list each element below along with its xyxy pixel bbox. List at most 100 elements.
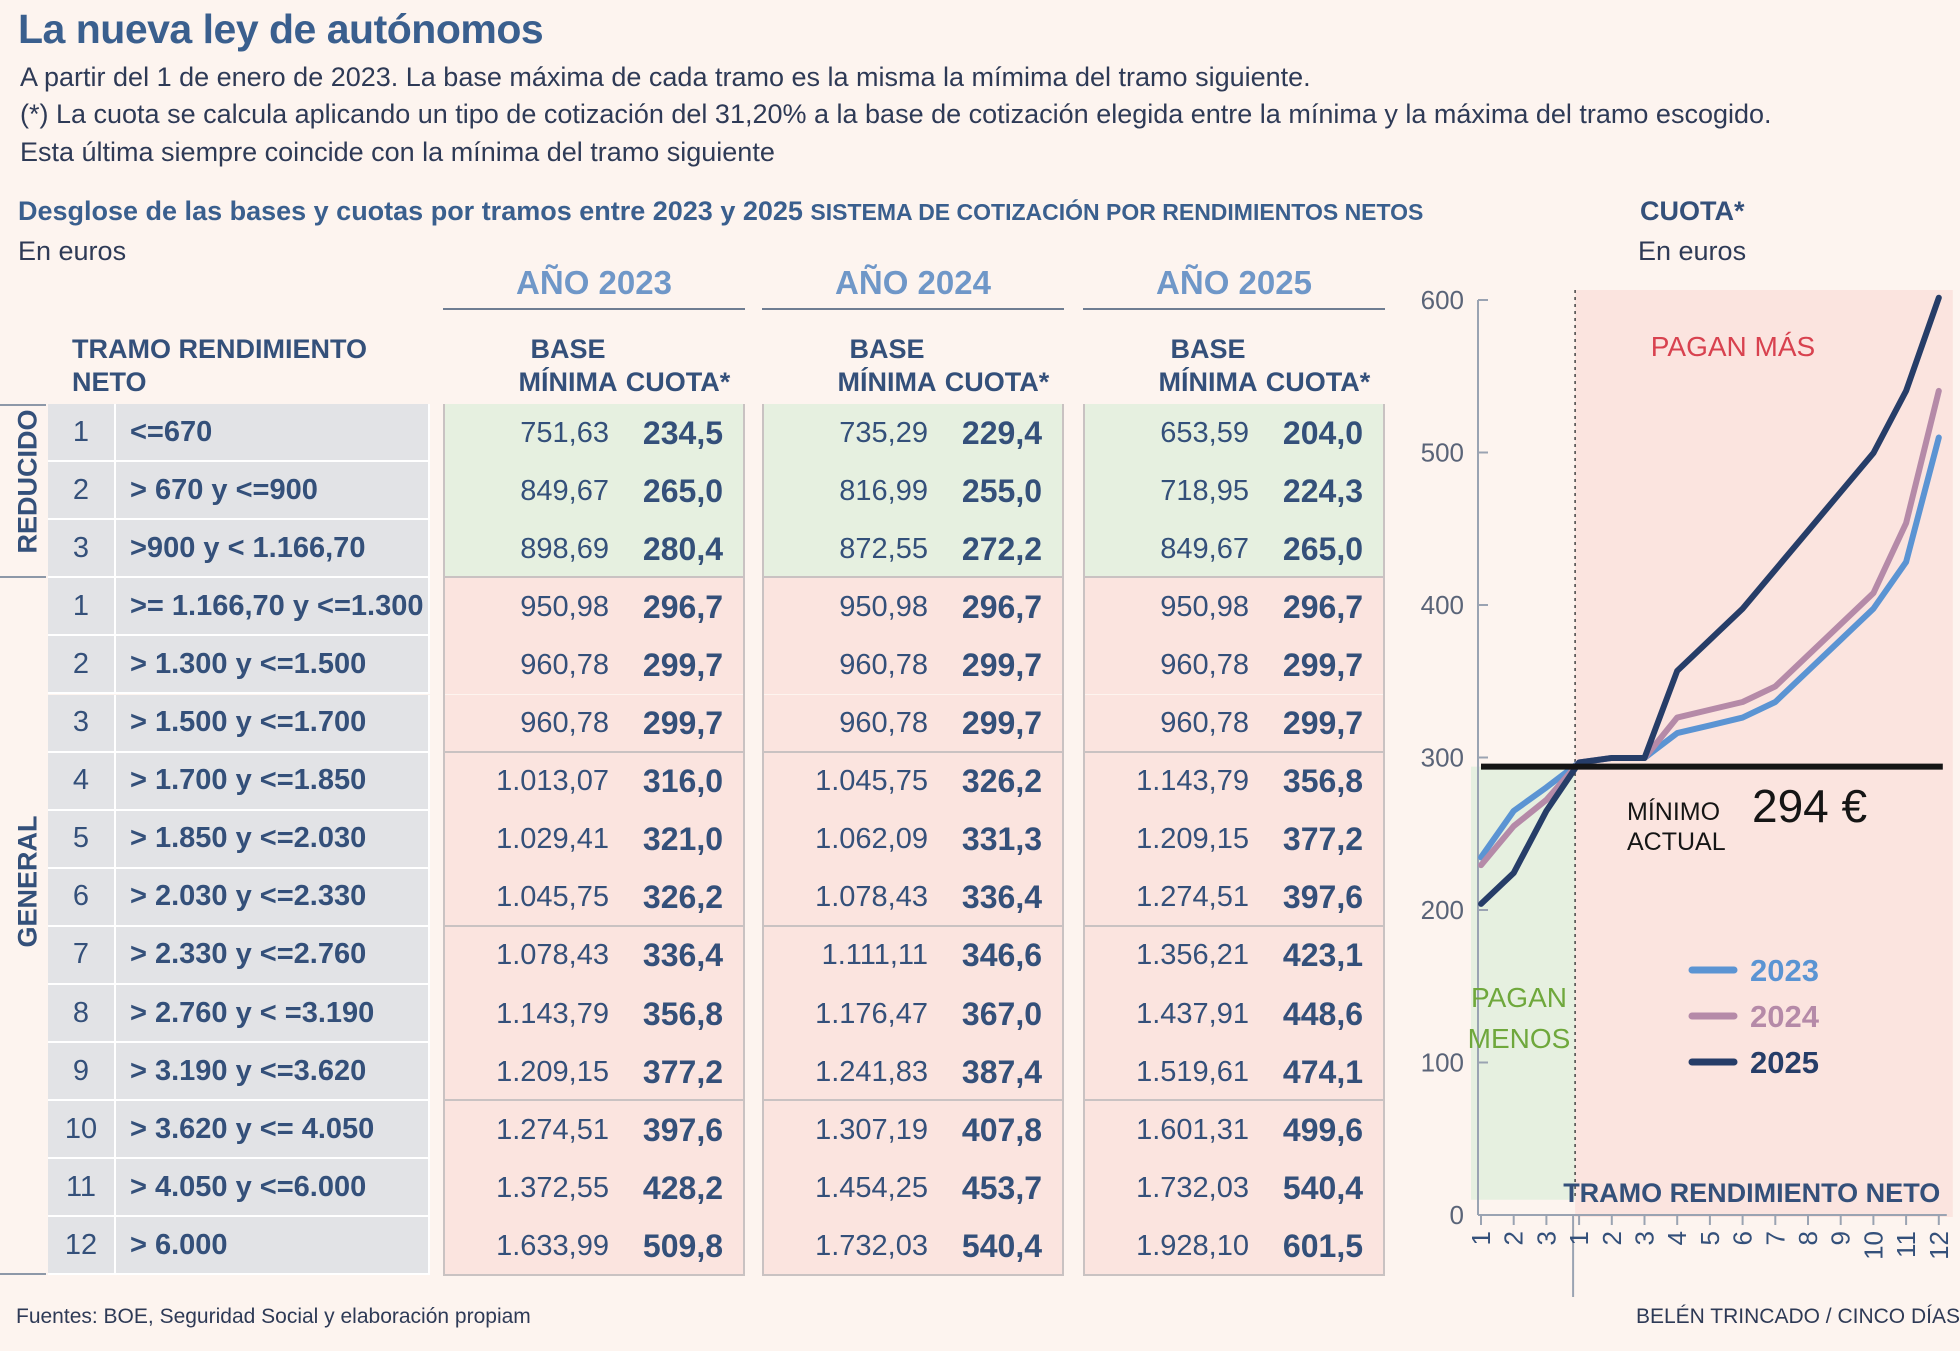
series-line-2024 bbox=[1478, 387, 1942, 869]
cuota-value: 255,0 bbox=[961, 472, 1042, 509]
cuota-value: 540,4 bbox=[961, 1227, 1042, 1264]
cuota-value: 346,6 bbox=[961, 937, 1042, 974]
cuota-value: 356,8 bbox=[642, 995, 723, 1032]
pagan-mas-region bbox=[1575, 290, 1953, 1217]
cuota-value: 331,3 bbox=[961, 821, 1042, 858]
base-minima-value: 1.519,61 bbox=[1136, 1055, 1249, 1088]
page-title: La nueva ley de autónomos bbox=[18, 6, 544, 52]
tramo-label: > 2.030 y <=2.330 bbox=[116, 868, 430, 927]
base-header-line-1: BASE bbox=[530, 334, 606, 364]
x-tick-label: 12 bbox=[1924, 1231, 1954, 1260]
cuota-value: 299,7 bbox=[961, 705, 1042, 742]
table-heading: Desglose de las bases y cuotas por tramo… bbox=[18, 196, 1423, 227]
cuota-value: 336,4 bbox=[642, 937, 723, 974]
base-minima-value: 1.372,55 bbox=[496, 1171, 609, 1204]
tramo-number: 1 bbox=[48, 404, 116, 463]
cuota-value: 234,5 bbox=[642, 414, 723, 451]
year-cell-bg bbox=[762, 1159, 1064, 1218]
x-tick-label: 8 bbox=[1793, 1231, 1823, 1245]
year-cell-bg bbox=[1083, 520, 1385, 579]
y-tick-label: 0 bbox=[1450, 1200, 1464, 1230]
year-cell-bg bbox=[762, 1217, 1064, 1276]
x-tick-label: 11 bbox=[1891, 1231, 1921, 1258]
cuota-value: 272,2 bbox=[961, 530, 1042, 567]
chart-unit: En euros bbox=[1638, 236, 1747, 266]
base-minima-value: 950,98 bbox=[520, 590, 609, 623]
year-header-rule bbox=[762, 308, 1064, 310]
footer-sources: Fuentes: BOE, Seguridad Social y elabora… bbox=[16, 1305, 531, 1328]
cuota-value: 204,0 bbox=[1282, 414, 1363, 451]
base-minima-value: 1.062,09 bbox=[815, 823, 928, 856]
base-header-line-2: MÍNIMA bbox=[1158, 367, 1258, 397]
year-cell-bg bbox=[443, 810, 745, 869]
cuota-value: 299,7 bbox=[1282, 705, 1363, 742]
base-minima-value: 1.274,51 bbox=[1136, 881, 1249, 914]
x-tick-label: 9 bbox=[1826, 1231, 1856, 1245]
base-minima-value: 1.029,41 bbox=[496, 823, 609, 856]
tramo-number: 1 bbox=[48, 578, 116, 637]
cuota-value: 423,1 bbox=[1282, 937, 1363, 974]
year-cell-bg bbox=[762, 1043, 1064, 1102]
tramo-label: <=670 bbox=[116, 404, 430, 463]
base-minima-value: 653,59 bbox=[1160, 416, 1249, 449]
cuota-value: 296,7 bbox=[642, 588, 723, 625]
group-bracket-reducido bbox=[0, 404, 46, 579]
year-cell-bg bbox=[762, 810, 1064, 869]
year-cell-bg bbox=[443, 752, 745, 811]
cuota-value: 367,0 bbox=[961, 995, 1042, 1032]
x-tick-label: 4 bbox=[1662, 1231, 1692, 1245]
legend-label-2023: 2023 bbox=[1750, 953, 1819, 988]
base-minima-value: 718,95 bbox=[1160, 474, 1249, 507]
year-cell-bg bbox=[443, 462, 745, 521]
tramo-label: > 2.760 y < =3.190 bbox=[116, 985, 430, 1044]
year-cell-bg bbox=[443, 985, 745, 1044]
pagan-menos-label-1: PAGAN bbox=[1471, 982, 1567, 1013]
cuota-value: 540,4 bbox=[1282, 1169, 1363, 1206]
base-minima-value: 950,98 bbox=[839, 590, 928, 623]
tramo-label: > 3.190 y <=3.620 bbox=[116, 1043, 430, 1102]
y-tick-label: 500 bbox=[1421, 438, 1464, 468]
cuota-value: 321,0 bbox=[642, 821, 723, 858]
tramo-label: > 1.500 y <=1.700 bbox=[116, 694, 430, 753]
y-tick-label: 400 bbox=[1421, 590, 1464, 620]
year-cell-bg bbox=[762, 462, 1064, 521]
cuota-value: 299,7 bbox=[961, 646, 1042, 683]
tramo-label: > 4.050 y <=6.000 bbox=[116, 1159, 430, 1218]
year-cell-bg bbox=[443, 520, 745, 579]
base-minima-value: 960,78 bbox=[520, 648, 609, 681]
base-minima-value: 849,67 bbox=[520, 474, 609, 507]
base-minima-value: 872,55 bbox=[839, 532, 928, 565]
x-tick-label: 1 bbox=[1466, 1231, 1496, 1245]
cuota-value: 509,8 bbox=[642, 1227, 723, 1264]
year-cell-bg bbox=[443, 1217, 745, 1276]
year-cell-bg bbox=[1083, 1217, 1385, 1276]
year-cell-bg bbox=[1083, 985, 1385, 1044]
x-tick-label: 5 bbox=[1695, 1231, 1725, 1245]
tramo-header-line-1: TRAMO RENDIMIENTO bbox=[72, 334, 367, 364]
cuota-value: 326,2 bbox=[642, 879, 723, 916]
year-header-2024: AÑO 2024 bbox=[835, 264, 991, 301]
base-header-line-2: MÍNIMA bbox=[837, 367, 937, 397]
tramo-number: 9 bbox=[48, 1043, 116, 1102]
cuota-value: 377,2 bbox=[642, 1053, 723, 1090]
year-cell-bg bbox=[762, 694, 1064, 753]
base-minima-value: 1.045,75 bbox=[815, 765, 928, 798]
series-line-2023 bbox=[1478, 434, 1942, 861]
year-cell-bg bbox=[1083, 1159, 1385, 1218]
base-minima-value: 1.274,51 bbox=[496, 1113, 609, 1146]
base-minima-value: 1.928,10 bbox=[1136, 1229, 1249, 1262]
year-cell-bg bbox=[443, 694, 745, 753]
x-tick-label: 2 bbox=[1499, 1231, 1529, 1245]
year-cell-bg bbox=[1083, 868, 1385, 927]
base-minima-header: BASE MÍNIMA bbox=[1138, 333, 1278, 399]
year-header-rule bbox=[443, 308, 745, 310]
year-cell-bg bbox=[443, 636, 745, 695]
base-minima-value: 1.356,21 bbox=[1136, 939, 1249, 972]
base-minima-value: 960,78 bbox=[1160, 648, 1249, 681]
table-heading-main: Desglose de las bases y cuotas por tramo… bbox=[18, 196, 803, 226]
y-tick-label: 200 bbox=[1421, 895, 1464, 925]
base-header-line-1: BASE bbox=[1170, 334, 1246, 364]
cuota-header: CUOTA* bbox=[944, 367, 1050, 397]
cuota-value: 224,3 bbox=[1282, 472, 1363, 509]
